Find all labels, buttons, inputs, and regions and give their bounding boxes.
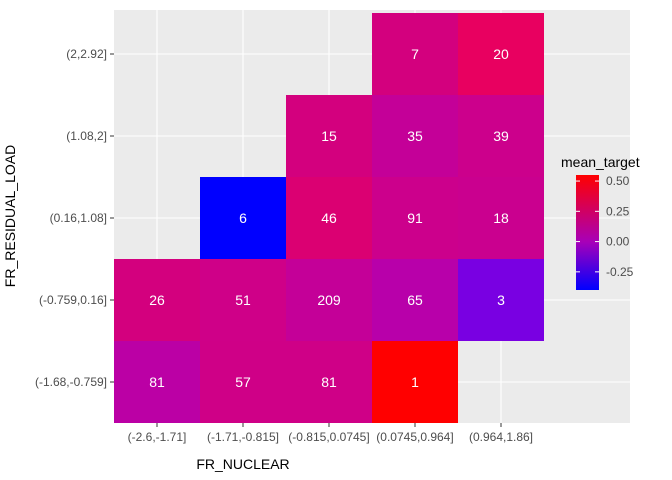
- y-tick-label: (-0.759,0.16]: [39, 293, 107, 307]
- heatmap-cell: [286, 177, 372, 259]
- legend: mean_target 0.50 0.25 0.00 -0.25: [561, 154, 640, 290]
- cell-count-label: 1: [411, 374, 419, 390]
- legend-tick-label: 0.00: [606, 235, 630, 249]
- y-axis-ticks: (-1.68,-0.759] (-0.759,0.16] (0.16,1.08] (1…: [35, 47, 114, 389]
- cell-count-label: 3: [497, 292, 505, 308]
- heatmap-cell: [200, 259, 286, 341]
- cell-count-label: 20: [493, 46, 509, 62]
- cell-count-label: 6: [239, 210, 247, 226]
- legend-colorbar: [576, 175, 599, 290]
- cell-count-label: 81: [321, 374, 337, 390]
- heatmap-cell: [114, 259, 200, 341]
- heatmap-cell: [114, 341, 200, 423]
- legend-ticks: 0.50 0.25 0.00 -0.25: [576, 174, 634, 279]
- cell-count-label: 57: [235, 374, 251, 390]
- cell-count-label: 26: [149, 292, 165, 308]
- heatmap-cell: [458, 13, 544, 95]
- cell-count-label: 15: [321, 128, 337, 144]
- x-tick-label: (-1.71,-0.815]: [207, 430, 279, 444]
- heatmap-cell: [458, 177, 544, 259]
- y-tick-label: (0.16,1.08]: [50, 211, 107, 225]
- y-tick-label: (2,2.92]: [66, 47, 107, 61]
- x-tick-label: (0.0745,0.964]: [376, 430, 453, 444]
- x-tick-label: (0.964,1.86]: [469, 430, 533, 444]
- cell-count-label: 65: [407, 292, 423, 308]
- heatmap-cell: [372, 259, 458, 341]
- heatmap-cells: 81 57 81 1 26 51 209 65 3 6 46 91 18 15 35 39 7 20: [114, 13, 544, 423]
- cell-count-label: 39: [493, 128, 509, 144]
- legend-tick-label: -0.25: [606, 265, 634, 279]
- x-axis-ticks: (-2.6,-1.71] (-1.71,-0.815] (-0.815,0.0745…: [128, 423, 533, 444]
- cell-count-label: 7: [411, 46, 419, 62]
- legend-tick-label: 0.50: [606, 174, 630, 188]
- cell-count-label: 209: [317, 292, 341, 308]
- heatmap-cell: [286, 341, 372, 423]
- heatmap-cell: [372, 13, 458, 95]
- heatmap-cell: [372, 177, 458, 259]
- legend-tick-label: 0.25: [606, 204, 630, 218]
- heatmap-cell: [372, 95, 458, 177]
- cell-count-label: 35: [407, 128, 423, 144]
- legend-title: mean_target: [561, 154, 640, 170]
- cell-count-label: 46: [321, 210, 337, 226]
- heatmap-cell: [458, 95, 544, 177]
- cell-count-label: 91: [407, 210, 423, 226]
- heatmap-cell: [372, 341, 458, 423]
- cell-count-label: 51: [235, 292, 251, 308]
- heatmap-cell: [458, 259, 544, 341]
- y-tick-label: (1.08,2]: [66, 129, 107, 143]
- y-axis-title: FR_RESIDUAL_LOAD: [2, 145, 18, 287]
- x-axis-title: FR_NUCLEAR: [196, 456, 289, 472]
- cell-count-label: 18: [493, 210, 509, 226]
- heatmap-cell: [286, 259, 372, 341]
- heatmap-cell: [200, 177, 286, 259]
- heatmap-cell: [200, 341, 286, 423]
- heatmap-cell: [286, 95, 372, 177]
- x-tick-label: (-2.6,-1.71]: [128, 430, 187, 444]
- x-tick-label: (-0.815,0.0745]: [288, 430, 369, 444]
- y-tick-label: (-1.68,-0.759]: [35, 375, 107, 389]
- cell-count-label: 81: [149, 374, 165, 390]
